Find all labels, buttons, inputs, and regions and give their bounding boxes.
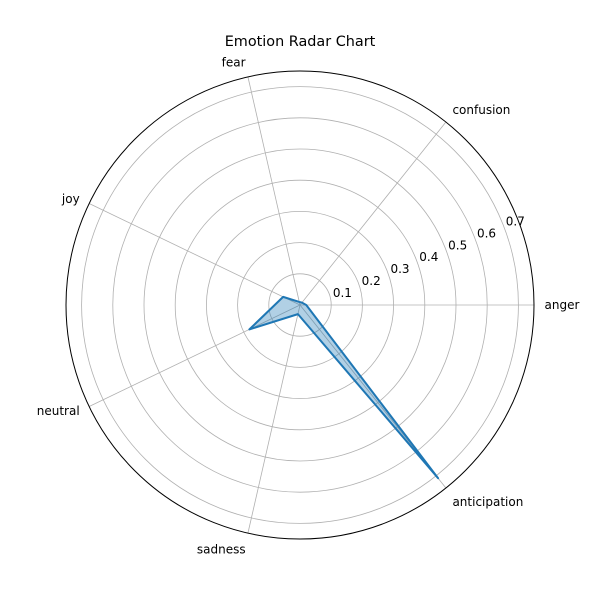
- axis-spoke-fear: [247, 76, 301, 306]
- category-label-neutral: neutral: [37, 404, 80, 418]
- category-label-anticipation: anticipation: [452, 495, 523, 509]
- axis-spoke-sadness: [247, 304, 301, 534]
- series-line: [248, 295, 440, 480]
- radial-tick-label: 0.6: [477, 226, 496, 240]
- radial-tick-label: 0.5: [448, 238, 467, 252]
- axis-spoke-joy: [88, 203, 301, 306]
- chart-title: Emotion Radar Chart: [225, 34, 376, 50]
- polar-frame: [65, 70, 535, 540]
- category-label-fear: fear: [222, 56, 246, 70]
- category-label-confusion: confusion: [452, 103, 510, 117]
- category-label-sadness: sadness: [197, 542, 246, 556]
- axis-spoke-neutral: [88, 304, 301, 407]
- radial-tick-label: 0.2: [362, 274, 381, 288]
- category-label-anger: anger: [545, 298, 580, 312]
- category-label-joy: joy: [61, 192, 80, 206]
- axis-spoke-confusion: [299, 121, 447, 306]
- radial-tick-label: 0.3: [390, 262, 409, 276]
- radial-tick-label: 0.1: [333, 286, 352, 300]
- data-layer: [248, 295, 440, 480]
- series-fill: [249, 296, 439, 479]
- grid-layer: [65, 70, 535, 540]
- label-layer: 0.1 0.2 0.3 0.4 0.5 0.6 0.7 anger confusion fear j…: [37, 56, 580, 557]
- radial-tick-label: 0.7: [506, 214, 525, 228]
- radial-tick-label: 0.4: [419, 250, 438, 264]
